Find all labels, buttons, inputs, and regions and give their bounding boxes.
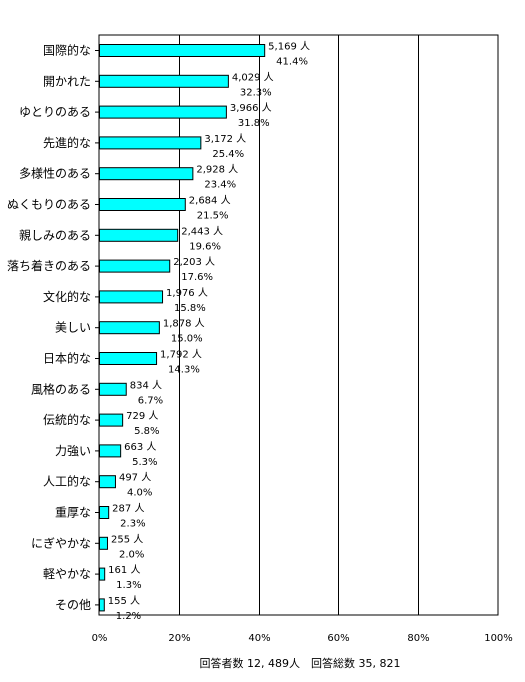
count-label: 729 人 <box>126 410 158 422</box>
category-label: 軽やかな <box>43 567 91 581</box>
category-label: 人工的な <box>43 474 91 489</box>
bar <box>99 598 105 612</box>
count-label: 155 人 <box>108 595 140 607</box>
category-label-layer: 国際的な開かれたゆとりのある先進的な多様性のあるぬくもりのある親しみのある落ち着… <box>7 43 91 612</box>
percent-label: 17.6% <box>181 272 213 283</box>
category-label: 国際的な <box>43 43 91 58</box>
category-label: 力強い <box>55 444 91 458</box>
count-label: 834 人 <box>130 379 162 391</box>
bar <box>99 228 179 242</box>
percent-label: 14.3% <box>168 365 200 376</box>
x-tick-layer: 0% 20% 40% 60% 80% 100% <box>92 633 513 644</box>
respondent-summary: 回答者数 12, 489人 回答総数 35, 821 <box>200 656 401 670</box>
count-label: 2,203 人 <box>173 256 215 268</box>
bar-layer <box>99 44 266 612</box>
category-label: 重厚な <box>55 506 91 520</box>
x-tick-label: 0% <box>92 633 108 644</box>
count-label: 2,928 人 <box>196 164 238 176</box>
percent-label: 2.3% <box>120 519 145 530</box>
bar <box>99 44 266 57</box>
x-tick-label: 40% <box>248 633 270 644</box>
percent-label: 31.8% <box>238 118 270 129</box>
category-label: 文化的な <box>43 289 91 304</box>
bar <box>99 475 116 489</box>
percent-label: 2.0% <box>119 549 144 560</box>
percent-label: 41.4% <box>276 57 308 68</box>
category-label: ぬくもりのある <box>7 198 91 212</box>
x-tick-label: 20% <box>168 633 190 644</box>
category-label: 多様性のある <box>19 167 91 181</box>
bar <box>99 167 194 181</box>
count-label: 3,172 人 <box>204 133 246 145</box>
bar <box>99 136 202 150</box>
percent-label: 21.5% <box>197 211 229 222</box>
percent-label: 32.3% <box>240 87 272 98</box>
category-label: 伝統的な <box>43 412 91 427</box>
count-label: 1,878 人 <box>163 318 205 330</box>
bar <box>99 290 164 304</box>
bar <box>99 536 108 550</box>
plot-frame <box>98 34 499 616</box>
category-label: ゆとりのある <box>19 105 91 119</box>
percent-label: 15.0% <box>171 334 203 345</box>
category-label: その他 <box>55 598 91 612</box>
x-tick-label: 60% <box>327 633 349 644</box>
bar <box>99 198 186 211</box>
count-label: 1,792 人 <box>160 349 202 361</box>
count-label: 287 人 <box>112 503 144 515</box>
x-tick-label: 80% <box>407 633 429 644</box>
percent-label: 15.8% <box>174 303 206 314</box>
percent-label: 5.8% <box>134 426 159 437</box>
percent-label: 1.3% <box>116 580 141 591</box>
count-label: 4,029 人 <box>232 71 274 83</box>
bar <box>99 352 158 365</box>
bar <box>99 321 160 335</box>
percent-label: 4.0% <box>127 488 152 499</box>
bar <box>99 444 122 458</box>
category-label: 日本的な <box>43 351 91 366</box>
percent-label: 6.7% <box>138 395 163 406</box>
count-label: 2,443 人 <box>181 225 223 237</box>
count-label: 255 人 <box>111 533 143 545</box>
bar <box>99 413 124 427</box>
count-label: 1,976 人 <box>166 287 208 299</box>
bar <box>99 506 110 519</box>
percent-label: 5.3% <box>132 457 157 468</box>
category-label: 風格のある <box>31 381 91 396</box>
bar <box>99 105 227 119</box>
bar <box>99 567 106 581</box>
count-label: 497 人 <box>119 472 151 484</box>
count-label: 3,966 人 <box>230 102 272 114</box>
x-tick-label: 100% <box>484 633 513 644</box>
percent-label: 19.6% <box>189 241 221 252</box>
count-label: 663 人 <box>124 441 156 453</box>
bar <box>99 74 229 88</box>
percent-label: 23.4% <box>204 180 236 191</box>
value-label-layer: 5,169 人 41.4%4,029 人 32.3% 3,966 人 31.8% 3,17… <box>108 41 310 622</box>
bar <box>99 382 127 396</box>
category-label: 開かれた <box>43 74 91 88</box>
category-label: 落ち着きのある <box>7 258 91 273</box>
percent-label: 1.2% <box>116 611 141 622</box>
count-label: 5,169 人 <box>268 41 310 53</box>
category-label: 美しい <box>55 321 91 335</box>
grid-layer <box>95 35 419 615</box>
category-label: にぎやかな <box>31 536 91 550</box>
count-label: 2,684 人 <box>189 195 231 207</box>
category-label: 親しみのある <box>19 228 91 242</box>
count-label: 161 人 <box>108 564 140 576</box>
category-label: 先進的な <box>43 135 91 150</box>
bar <box>99 259 171 273</box>
percent-label: 25.4% <box>212 149 244 160</box>
